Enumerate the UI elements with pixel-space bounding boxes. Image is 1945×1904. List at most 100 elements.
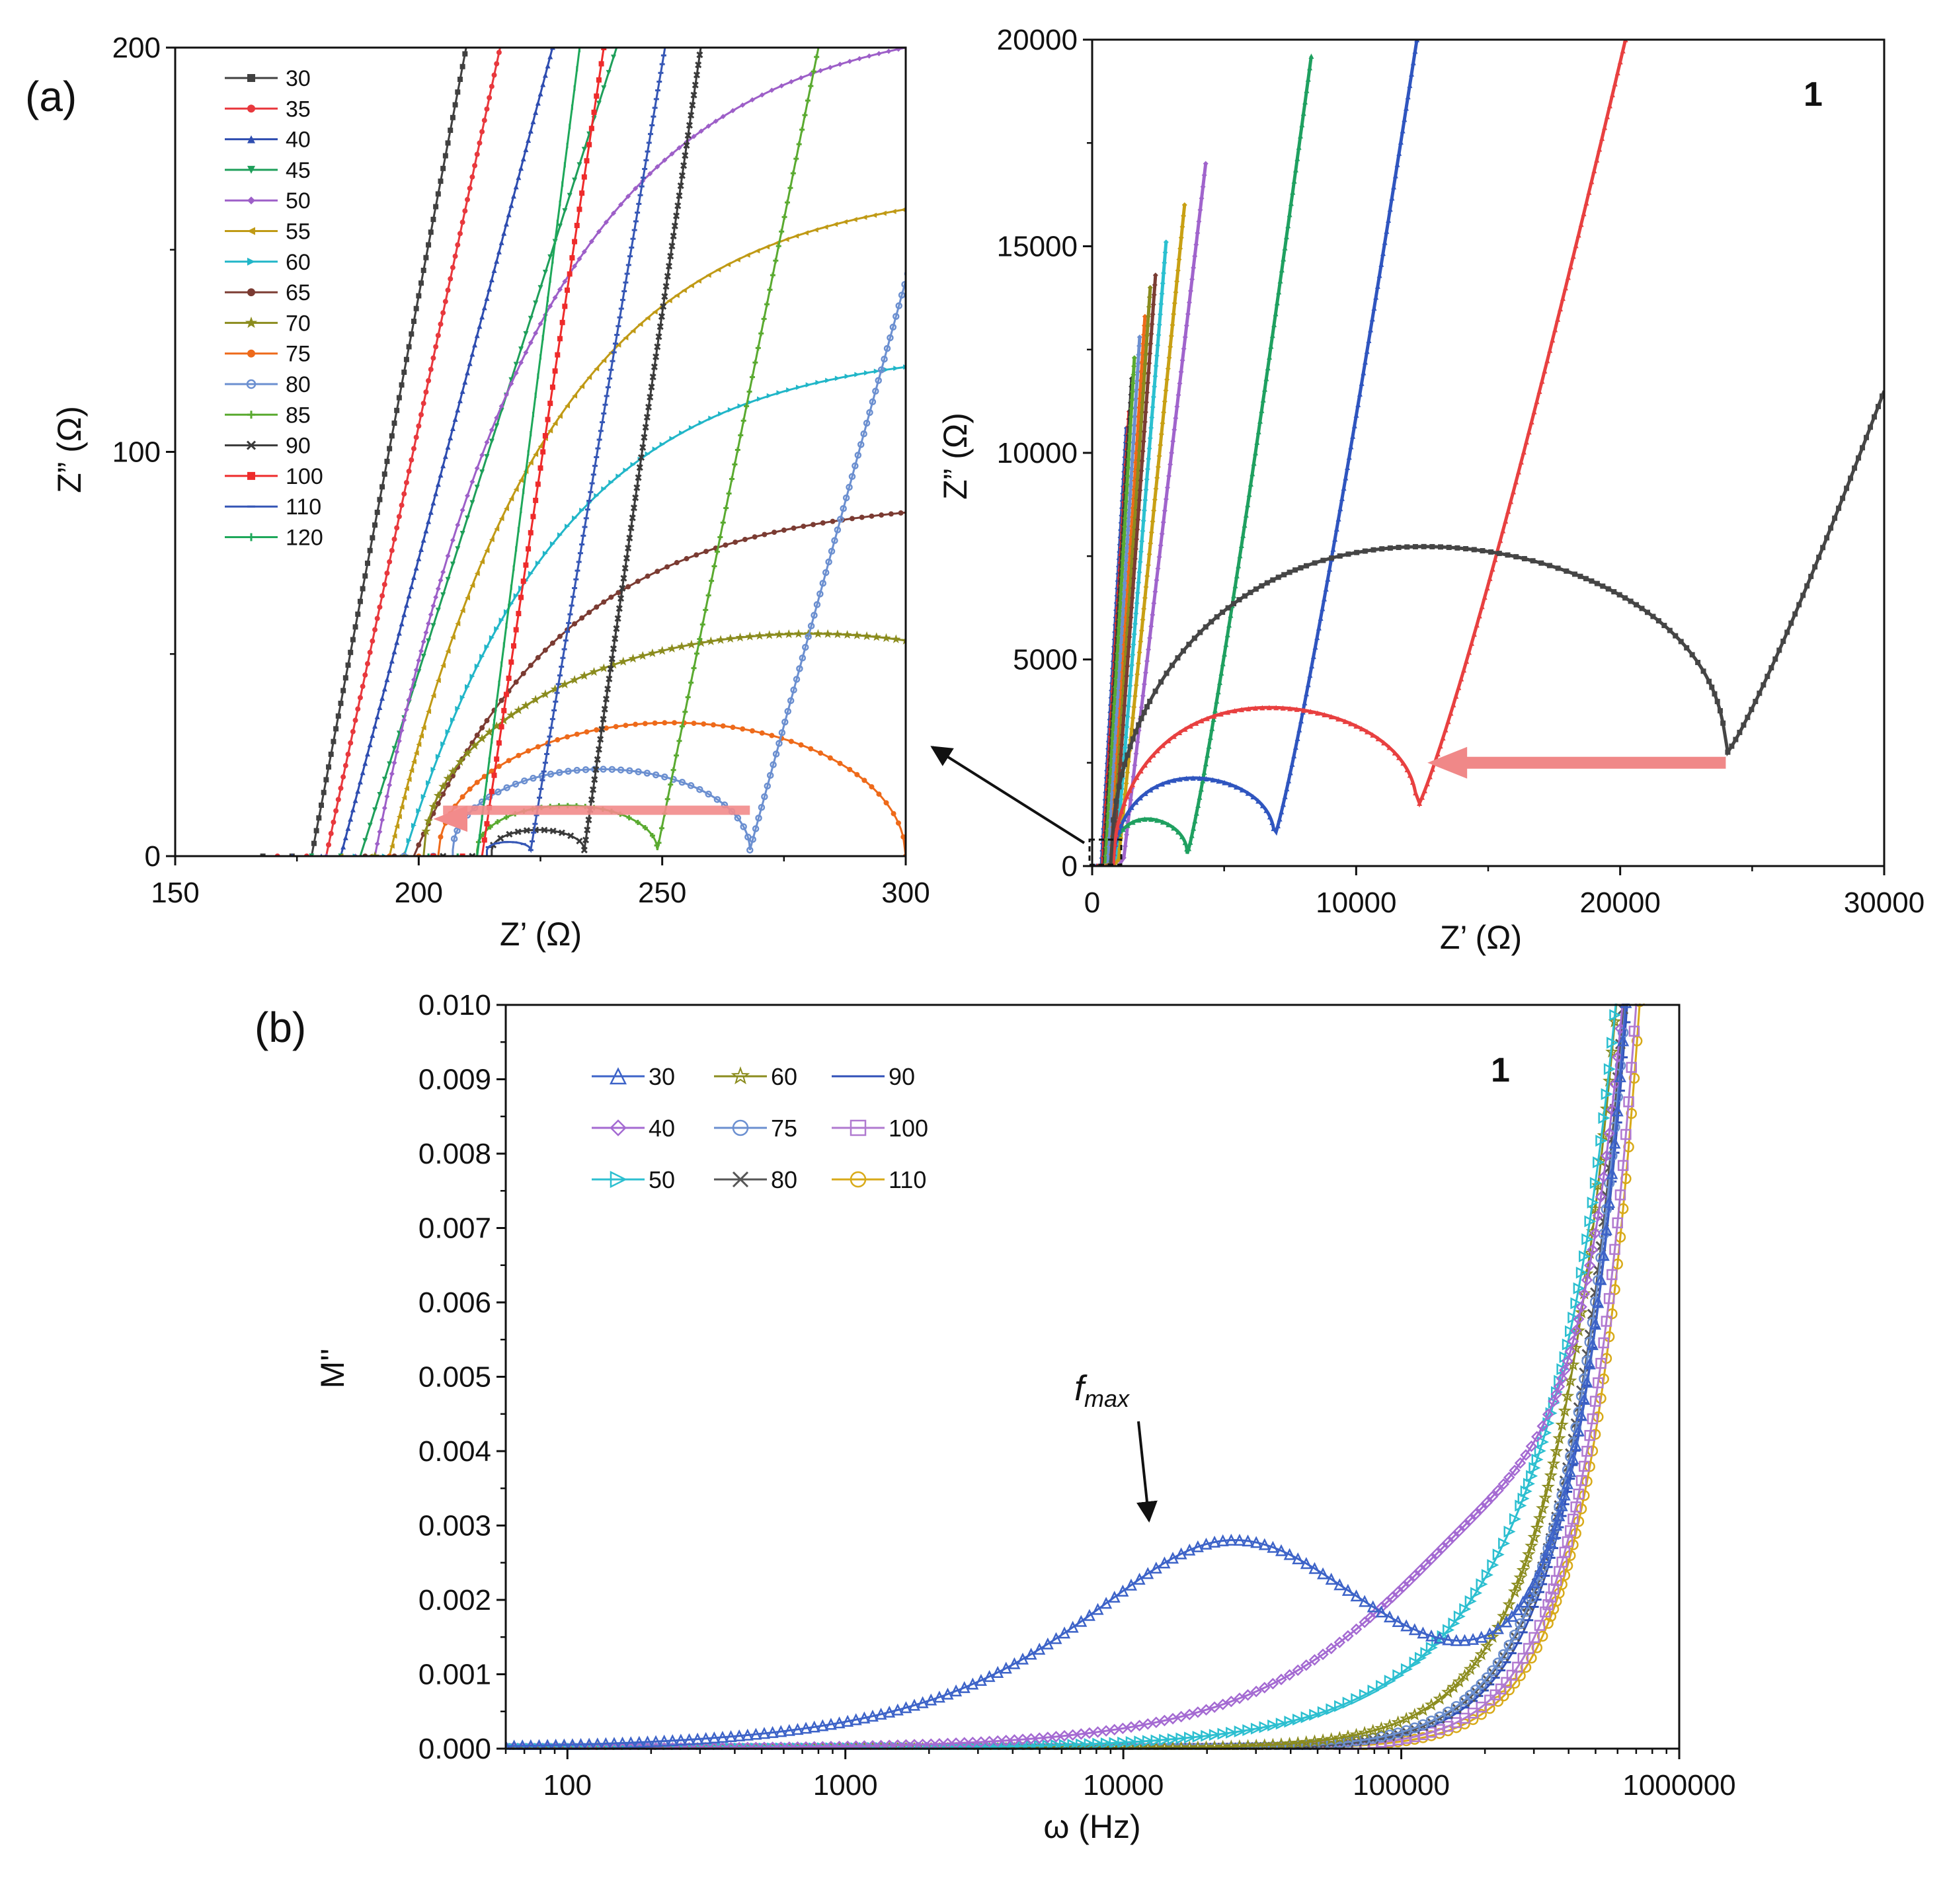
point-c-30 xyxy=(1283,1548,1296,1560)
point-a-45 xyxy=(426,638,432,644)
point-a-75 xyxy=(623,723,629,729)
point-c-50 xyxy=(1367,1685,1380,1697)
point-c-75 xyxy=(1481,1672,1493,1684)
point-c-30 xyxy=(506,1739,511,1750)
point-b-55 xyxy=(1135,660,1141,666)
point-c-60 xyxy=(1480,1639,1494,1652)
point-a-80 xyxy=(734,814,742,822)
point-c-50 xyxy=(1609,1009,1622,1021)
point-a-85 xyxy=(738,432,744,438)
point-c-110 xyxy=(1562,1560,1573,1571)
point-a-90 xyxy=(655,333,662,340)
point-a-90 xyxy=(645,403,653,411)
point-a-30 xyxy=(367,547,373,553)
point-b-60 xyxy=(1133,611,1139,616)
point-a-80 xyxy=(758,804,766,811)
point-a-45 xyxy=(367,822,373,828)
point-a-65 xyxy=(484,718,490,724)
point-c-75 xyxy=(1292,1740,1304,1750)
point-c-40 xyxy=(1592,1209,1605,1222)
point-b-50 xyxy=(1199,196,1205,201)
point-b-45 xyxy=(1238,543,1244,549)
point-a-90 xyxy=(606,675,613,683)
point-a-70 xyxy=(774,629,784,639)
point-c-30 xyxy=(925,1693,937,1706)
point-a-40 xyxy=(560,7,565,13)
point-b-60 xyxy=(1138,549,1144,555)
point-a-35 xyxy=(367,649,373,655)
series-a-45 xyxy=(309,48,618,856)
point-a-55 xyxy=(450,634,456,640)
legend-a-item-120: 120 xyxy=(225,526,323,551)
point-b-65 xyxy=(1142,409,1148,415)
point-b-85 xyxy=(1129,389,1135,395)
point-a-100 xyxy=(574,223,580,229)
point-a-55 xyxy=(547,428,553,434)
point-a-40 xyxy=(355,788,361,794)
point-c-50 xyxy=(1409,1656,1421,1669)
legend-c-label-50: 50 xyxy=(649,1166,675,1193)
point-c-50 xyxy=(1528,1462,1541,1474)
point-b-60 xyxy=(1146,446,1152,452)
point-c-30 xyxy=(1569,1439,1582,1451)
point-a-45 xyxy=(445,576,451,582)
point-a-40 xyxy=(409,584,415,590)
point-c-40 xyxy=(1000,1735,1012,1747)
point-a-65 xyxy=(513,679,519,685)
point-b-45 xyxy=(1186,846,1192,852)
point-a-60 xyxy=(435,754,441,760)
point-a-75 xyxy=(701,721,707,727)
point-c-50 xyxy=(1448,1617,1460,1630)
point-b-40 xyxy=(1291,753,1297,759)
point-a-50 xyxy=(876,51,882,57)
point-b-30 xyxy=(1144,704,1150,710)
point-b-55 xyxy=(1132,693,1138,699)
point-c-30 xyxy=(1528,1576,1540,1589)
point-c-30 xyxy=(1000,1661,1012,1674)
point-a-45 xyxy=(469,500,475,506)
point-b-40 xyxy=(1267,814,1273,820)
point-c-30 xyxy=(708,1731,721,1744)
point-a-85 xyxy=(790,171,796,177)
point-c-30 xyxy=(1341,1583,1354,1596)
point-a-55 xyxy=(652,309,658,315)
point-b-35 xyxy=(1539,378,1545,384)
legend-a-item-50: 50 xyxy=(225,188,311,214)
point-b-35 xyxy=(1523,439,1529,445)
point-c-30 xyxy=(1225,1533,1238,1546)
point-c-60 xyxy=(1316,1733,1330,1747)
point-c-60 xyxy=(1416,1703,1430,1716)
point-b-40 xyxy=(1216,778,1222,784)
point-a-85 xyxy=(626,814,632,820)
point-b-55 xyxy=(1166,355,1172,361)
point-a-70 xyxy=(716,635,726,644)
point-c-40 xyxy=(1275,1673,1287,1686)
point-b-50 xyxy=(1183,323,1189,329)
point-b-30 xyxy=(1768,665,1774,671)
point-a-35 xyxy=(506,5,512,10)
point-a-80 xyxy=(872,387,879,395)
point-a-70 xyxy=(424,816,434,825)
point-b-30 xyxy=(1480,548,1486,554)
point-b-60 xyxy=(1124,724,1130,730)
point-a-100 xyxy=(596,77,602,83)
point-a-75 xyxy=(603,725,609,731)
point-a-90 xyxy=(653,353,660,360)
point-b-40 xyxy=(1396,150,1402,156)
point-b-70 xyxy=(1147,285,1153,290)
point-a-35 xyxy=(504,16,509,21)
point-a-90 xyxy=(693,71,701,79)
point-c-110 xyxy=(1503,1684,1515,1696)
point-c-110 xyxy=(1542,1618,1554,1629)
point-a-45 xyxy=(572,177,578,183)
point-a-50 xyxy=(396,738,402,744)
point-b-70 xyxy=(1145,313,1151,319)
fmax-sub: max xyxy=(1084,1385,1131,1412)
point-b-65 xyxy=(1117,761,1123,767)
point-a-90 xyxy=(598,726,606,733)
point-c-50 xyxy=(1414,1651,1427,1664)
point-a-75 xyxy=(869,784,875,790)
point-b-30 xyxy=(1209,619,1214,625)
point-a-90 xyxy=(670,232,677,240)
